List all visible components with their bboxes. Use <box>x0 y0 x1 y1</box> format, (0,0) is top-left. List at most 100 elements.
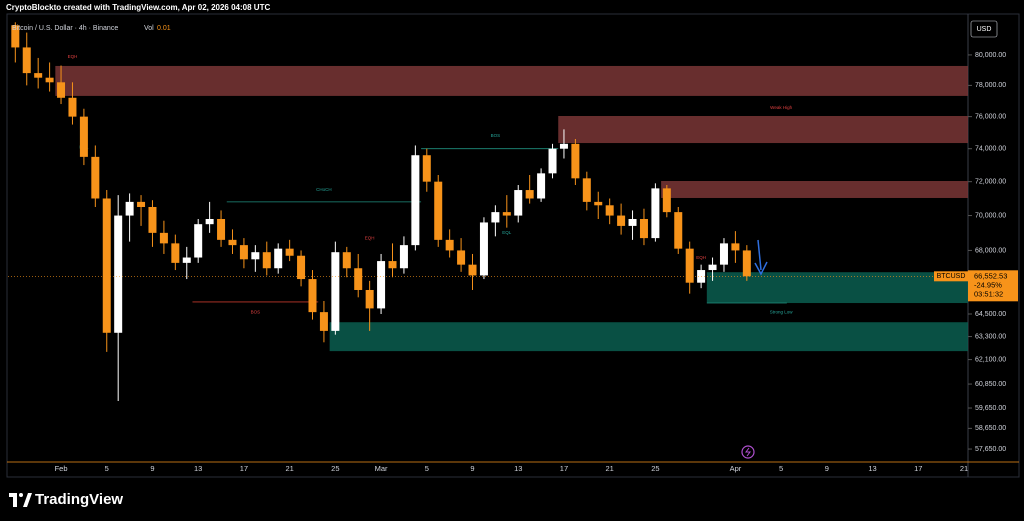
annotation: BOS <box>491 133 501 138</box>
candle-body <box>91 156 100 199</box>
candle-body <box>434 181 443 240</box>
candle-body <box>137 201 146 207</box>
x-tick-label: 9 <box>825 464 829 473</box>
x-tick-label: Apr <box>730 464 742 473</box>
annotation: CHoCH <box>316 187 332 192</box>
brand: TradingView <box>35 491 123 508</box>
candle-body <box>445 239 454 251</box>
y-tick-label: 58,650.00 <box>975 425 1006 432</box>
y-tick-label: 62,100.00 <box>975 356 1006 363</box>
currency[interactable]: USD <box>977 26 992 33</box>
candle-body <box>708 264 717 271</box>
x-tick-label: 17 <box>914 464 922 473</box>
annotation: Weak High <box>770 105 792 110</box>
candle-body <box>297 255 306 280</box>
candle-body <box>685 248 694 283</box>
candle-body <box>319 312 328 331</box>
x-tick-label: Mar <box>375 464 388 473</box>
y-tick-label: 78,000.00 <box>975 82 1006 89</box>
candle-body <box>479 222 488 276</box>
x-tick-label: 13 <box>194 464 202 473</box>
y-tick-label: 63,300.00 <box>975 333 1006 340</box>
zone <box>706 272 968 304</box>
candle-body <box>525 190 534 199</box>
x-tick-label: 13 <box>868 464 876 473</box>
zone <box>329 322 968 352</box>
last-price: 66,552.53 <box>974 271 1007 280</box>
candle-body <box>79 116 88 157</box>
x-tick-label: 21 <box>960 464 968 473</box>
price-box <box>968 270 1018 302</box>
x-tick-label: 13 <box>514 464 522 473</box>
candle-body <box>45 77 54 83</box>
volume-value: 0.01 <box>157 25 171 32</box>
x-tick-label: 9 <box>150 464 154 473</box>
candle-body <box>308 279 317 313</box>
candle-body <box>582 178 591 202</box>
candle-body <box>502 212 511 216</box>
y-tick-label: 68,000.00 <box>975 247 1006 254</box>
candle-body <box>571 143 580 179</box>
candle-body <box>399 245 408 269</box>
candle-body <box>159 232 168 244</box>
volume-label: Vol <box>144 25 154 32</box>
x-tick-label: 5 <box>425 464 429 473</box>
candle-body <box>457 250 466 265</box>
x-tick-label: 17 <box>240 464 248 473</box>
candle-body <box>594 201 603 206</box>
candle-body <box>228 239 237 246</box>
candle-body <box>514 190 523 216</box>
candle-body <box>11 25 20 48</box>
candle-body <box>605 205 614 216</box>
currency-box[interactable] <box>970 20 998 38</box>
x-tick-label: Feb <box>55 464 68 473</box>
candle-body <box>377 261 386 309</box>
x-tick-label: 25 <box>651 464 659 473</box>
candle-body <box>354 268 363 290</box>
x-tick-label: 5 <box>105 464 109 473</box>
candle-body <box>628 218 637 226</box>
y-tick-label: 80,000.00 <box>975 52 1006 59</box>
candle-body <box>674 212 683 249</box>
candle-body <box>548 148 557 174</box>
candle-body <box>662 188 671 213</box>
candle-body <box>559 143 568 149</box>
zone <box>55 65 968 96</box>
y-tick-label: 60,850.00 <box>975 381 1006 388</box>
candle-body <box>719 243 728 265</box>
zone <box>558 115 968 144</box>
y-tick-label: 72,000.00 <box>975 179 1006 186</box>
annotation: EQL <box>502 230 512 235</box>
candle-body <box>742 250 751 277</box>
candle-body <box>148 206 157 233</box>
annotation: BOS <box>251 309 261 314</box>
candle-body <box>617 215 626 226</box>
candle-body <box>388 261 397 269</box>
x-tick-label: 21 <box>285 464 293 473</box>
change: -24.95% <box>974 280 1002 289</box>
y-tick-label: 74,000.00 <box>975 146 1006 153</box>
candle-body <box>57 82 66 98</box>
candle-body <box>171 243 180 263</box>
candle-body <box>34 73 43 78</box>
y-tick-label: 76,000.00 <box>975 113 1006 120</box>
y-tick-label: 57,650.00 <box>975 446 1006 453</box>
logo-mark <box>9 493 17 507</box>
candle-body <box>22 47 31 74</box>
y-tick-label: 64,500.00 <box>975 311 1006 318</box>
candle-body <box>125 201 134 216</box>
x-tick-label: 5 <box>779 464 783 473</box>
candle-body <box>285 248 294 256</box>
candle-body <box>114 215 123 333</box>
candle-body <box>491 212 500 223</box>
event-icon[interactable] <box>741 445 755 459</box>
candle-body <box>182 257 191 263</box>
candle-body <box>731 243 740 251</box>
y-tick-label: 70,000.00 <box>975 212 1006 219</box>
candle-body <box>422 155 431 182</box>
candle-body <box>239 245 248 260</box>
frame <box>6 13 1020 478</box>
candle-body <box>217 218 226 240</box>
